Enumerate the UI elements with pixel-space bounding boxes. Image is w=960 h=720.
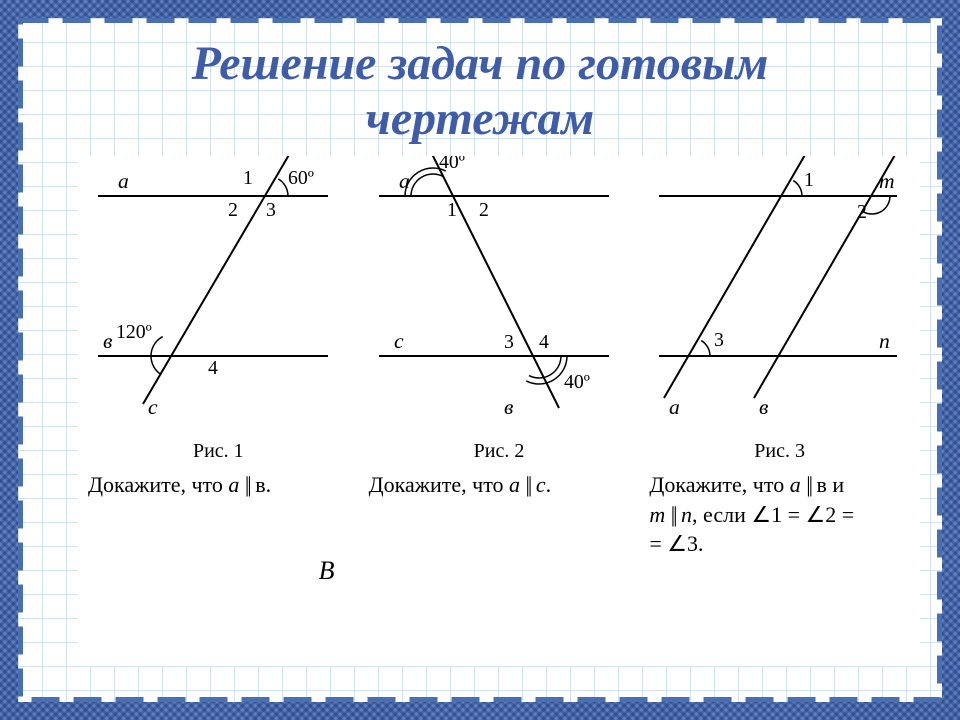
slide-title: Решение задач по готовым чертежам <box>18 36 942 146</box>
fig3-diagram: m n a в 1 2 3 <box>639 156 920 436</box>
svg-text:40º: 40º <box>439 156 465 173</box>
fig3-caption: Рис. 3 <box>639 440 920 463</box>
svg-text:1: 1 <box>804 169 814 191</box>
fig1-caption: Рис. 1 <box>78 440 359 463</box>
svg-text:40º: 40º <box>564 371 590 393</box>
variant-label: В <box>319 556 335 586</box>
svg-text:3: 3 <box>266 199 276 221</box>
fig1-diagram: a в c 1 60º 2 3 120º 4 <box>78 156 359 436</box>
fig2-diagram: a c в 40º 12 3 4 40º <box>359 156 640 436</box>
svg-text:m: m <box>879 169 895 193</box>
svg-text:a: a <box>118 169 129 193</box>
svg-text:60º: 60º <box>288 167 314 189</box>
title-line-2: чертежам <box>18 91 942 146</box>
fig2-task: Докажите, что a || c. <box>369 470 636 500</box>
svg-text:3: 3 <box>504 331 514 353</box>
svg-text:120º: 120º <box>116 321 152 343</box>
svg-text:1: 1 <box>447 199 457 221</box>
svg-text:2: 2 <box>228 199 238 221</box>
slide-grid-panel: Решение задач по готовым чертежам a в c 1 60… <box>18 18 942 702</box>
svg-text:4: 4 <box>539 331 549 353</box>
fig2-caption: Рис. 2 <box>359 440 640 463</box>
slide-outer-frame: Решение задач по готовым чертежам a в c 1 60… <box>0 0 960 720</box>
svg-text:в: в <box>759 395 768 419</box>
svg-text:в: в <box>504 395 513 419</box>
title-line-1: Решение задач по готовым <box>18 36 942 91</box>
problems-panel: a в c 1 60º 2 3 120º 4 Рис. 1 Докажите, что a || в… <box>78 156 920 666</box>
svg-text:a: a <box>669 395 680 419</box>
svg-text:1: 1 <box>243 167 253 189</box>
svg-text:n: n <box>879 329 890 353</box>
svg-text:4: 4 <box>208 357 218 379</box>
svg-text:в: в <box>103 329 112 353</box>
svg-text:a: a <box>399 169 410 193</box>
svg-text:c: c <box>394 329 404 353</box>
svg-text:3: 3 <box>714 329 724 351</box>
fig1-task: Докажите, что a || в. <box>88 470 355 500</box>
fig3-task: Докажите, что a || в иm || n, если ∠1 = … <box>649 470 916 559</box>
svg-text:c: c <box>148 395 158 419</box>
svg-text:2: 2 <box>479 199 489 221</box>
svg-text:2: 2 <box>857 201 867 223</box>
